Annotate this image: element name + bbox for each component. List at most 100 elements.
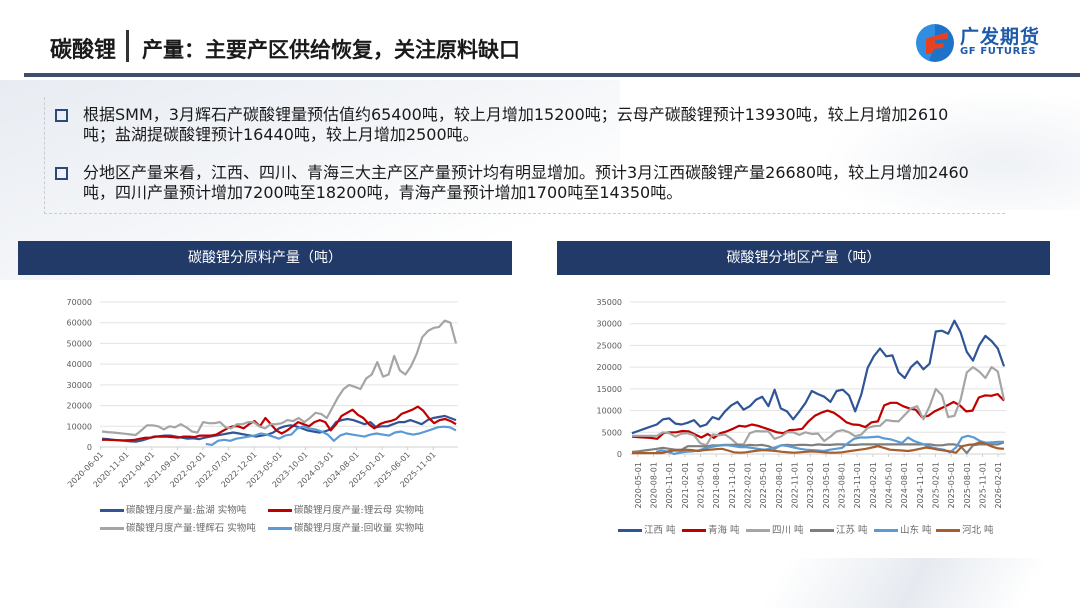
x-tick-label: 2025-02-01 — [932, 462, 941, 509]
legend-swatch-icon — [682, 529, 706, 532]
legend-label: 碳酸锂月度产量:回收量 实物吨 — [294, 523, 424, 534]
legend-item: 河北 吨 — [936, 522, 994, 536]
series-line — [205, 425, 457, 446]
line-chart-svg: 0 5000 10000 15000 20000 25000 30000 35000 2020-… — [597, 298, 1006, 509]
left-chart-title: 碳酸锂分原料产量（吨） — [18, 241, 512, 275]
bullet-text: 根据SMM，3月辉石产碳酸锂量预估值约65400吨，较上月增加15200吨；云母… — [83, 105, 949, 144]
slide-header: 碳酸锂 产量：主要产区供给恢复，关注原料缺口 广发期货 GF FUTURES — [0, 0, 1080, 84]
x-tick-label: 2026-02-01 — [994, 462, 1003, 509]
chart-legend: 江西 吨 青海 吨 四川 吨 江苏 吨 山东 吨 河北 吨 — [618, 522, 1048, 542]
background-mountain — [820, 90, 1080, 210]
y-tick-label: 35000 — [597, 298, 622, 307]
legend-item: 四川 吨 — [746, 522, 804, 536]
x-tick-label: 2022-11-01 — [791, 462, 800, 509]
legend-swatch-icon — [100, 509, 124, 512]
bullet-text: 分地区产量来看，江西、四川、青海三大主产区产量预计均有明显增加。预计3月江西碳酸… — [83, 163, 969, 202]
x-tick-label: 2022-02-01 — [744, 462, 753, 509]
series-line — [102, 405, 457, 442]
legend-item: 江苏 吨 — [810, 522, 868, 536]
legend-swatch-icon — [100, 527, 124, 530]
legend-item: 碳酸锂月度产量:回收量 实物吨 — [268, 520, 424, 534]
raw-material-output-chart: 0 10000 20000 30000 40000 50000 60000 70000 2020… — [36, 290, 486, 546]
square-bullet-icon — [55, 167, 68, 180]
y-tick-label: 50000 — [67, 339, 92, 348]
legend-label: 青海 吨 — [708, 525, 740, 536]
y-tick-label: 15000 — [597, 385, 622, 394]
chart-legend: 碳酸锂月度产量:盐湖 实物吨 碳酸锂月度产量:锂云母 实物吨碳酸锂月度产量:锂辉石… — [100, 502, 480, 542]
x-tick-label: 2023-05-01 — [822, 462, 831, 509]
header-divider — [24, 73, 1080, 77]
y-tick-label: 25000 — [597, 341, 622, 350]
x-tick-label: 2025-05-01 — [947, 462, 956, 509]
legend-item: 碳酸锂月度产量:锂云母 实物吨 — [268, 502, 424, 516]
x-tick-label: 2024-02-01 — [869, 462, 878, 509]
legend-item: 江西 吨 — [618, 522, 676, 536]
legend-swatch-icon — [746, 529, 770, 532]
x-tick-label: 2021-05-01 — [697, 462, 706, 509]
y-tick-label: 60000 — [67, 319, 92, 328]
series-line — [631, 441, 1005, 455]
x-tick-label: 2025-08-01 — [963, 462, 972, 509]
legend-label: 四川 吨 — [772, 525, 804, 536]
gf-logo-icon — [916, 24, 954, 62]
legend-swatch-icon — [268, 527, 292, 530]
y-tick-label: 30000 — [67, 381, 92, 390]
legend-label: 江苏 吨 — [836, 525, 868, 536]
logo-chinese-text: 广发期货 — [960, 26, 1041, 48]
legend-item: 碳酸锂月度产量:锂辉石 实物吨 — [100, 520, 256, 534]
legend-item: 碳酸锂月度产量:盐湖 实物吨 — [100, 502, 246, 516]
page-title: 碳酸锂 — [50, 38, 117, 63]
legend-swatch-icon — [936, 529, 960, 532]
legend-label: 碳酸锂月度产量:盐湖 实物吨 — [126, 505, 247, 516]
legend-swatch-icon — [618, 529, 642, 532]
summary-bullets: 根据SMM，3月辉石产碳酸锂量预估值约65400吨，较上月增加15200吨；云母… — [44, 97, 1005, 214]
legend-label: 山东 吨 — [900, 525, 932, 536]
logo-english-text: GF FUTURES — [960, 46, 1037, 57]
gf-futures-logo: 广发期货 GF FUTURES — [916, 24, 1056, 64]
x-tick-label: 2025-11-01 — [979, 462, 988, 509]
legend-swatch-icon — [874, 529, 898, 532]
legend-item: 青海 吨 — [682, 522, 740, 536]
x-tick-label: 2024-11-01 — [916, 462, 925, 509]
legend-swatch-icon — [268, 509, 292, 512]
x-tick-label: 2021-02-01 — [681, 462, 690, 509]
y-tick-label: 0 — [87, 443, 92, 452]
x-tick-label: 2020-11-01 — [665, 462, 674, 509]
y-tick-label: 30000 — [597, 320, 622, 329]
line-chart-svg: 0100002000030000400005000060000700002020… — [66, 298, 458, 489]
right-chart-title: 碳酸锂分地区产量（吨） — [557, 241, 1050, 275]
series-line — [631, 393, 1005, 440]
y-tick-label: 20000 — [597, 363, 622, 372]
regional-output-chart: 0 5000 10000 15000 20000 25000 30000 35000 2020-… — [578, 286, 1052, 558]
x-tick-label: 2023-02-01 — [806, 462, 815, 509]
y-tick-label: 70000 — [67, 298, 92, 307]
legend-item: 山东 吨 — [874, 522, 932, 536]
x-tick-label: 2020-05-01 — [634, 462, 643, 509]
x-tick-label: 2021-08-01 — [712, 462, 721, 509]
x-tick-label: 2022-08-01 — [775, 462, 784, 509]
x-tick-label: 2024-05-01 — [885, 462, 894, 509]
page-subtitle: 产量：主要产区供给恢复，关注原料缺口 — [142, 38, 520, 62]
x-tick-label: 2020-08-01 — [650, 462, 659, 509]
y-tick-label: 0 — [617, 450, 622, 459]
x-tick-label: 2023-08-01 — [838, 462, 847, 509]
title-separator — [126, 30, 129, 62]
x-tick-label: 2022-05-01 — [759, 462, 768, 509]
series-line — [632, 441, 1005, 455]
x-tick-label: 2023-11-01 — [853, 462, 862, 509]
series-line — [101, 319, 458, 437]
bullet-item: 根据SMM，3月辉石产碳酸锂量预估值约65400吨，较上月增加15200吨；云母… — [55, 105, 975, 145]
x-tick-label: 2021-11-01 — [728, 462, 737, 509]
legend-label: 江西 吨 — [644, 525, 676, 536]
series-line — [631, 319, 1006, 435]
legend-swatch-icon — [810, 529, 834, 532]
y-tick-label: 5000 — [602, 428, 622, 437]
y-tick-label: 40000 — [67, 360, 92, 369]
y-tick-label: 20000 — [67, 402, 92, 411]
legend-label: 河北 吨 — [962, 525, 994, 536]
legend-label: 碳酸锂月度产量:锂云母 实物吨 — [294, 505, 424, 516]
series-line — [632, 366, 1006, 447]
legend-label: 碳酸锂月度产量:锂辉石 实物吨 — [126, 523, 256, 534]
y-tick-label: 10000 — [597, 407, 622, 416]
y-tick-label: 10000 — [67, 422, 92, 431]
